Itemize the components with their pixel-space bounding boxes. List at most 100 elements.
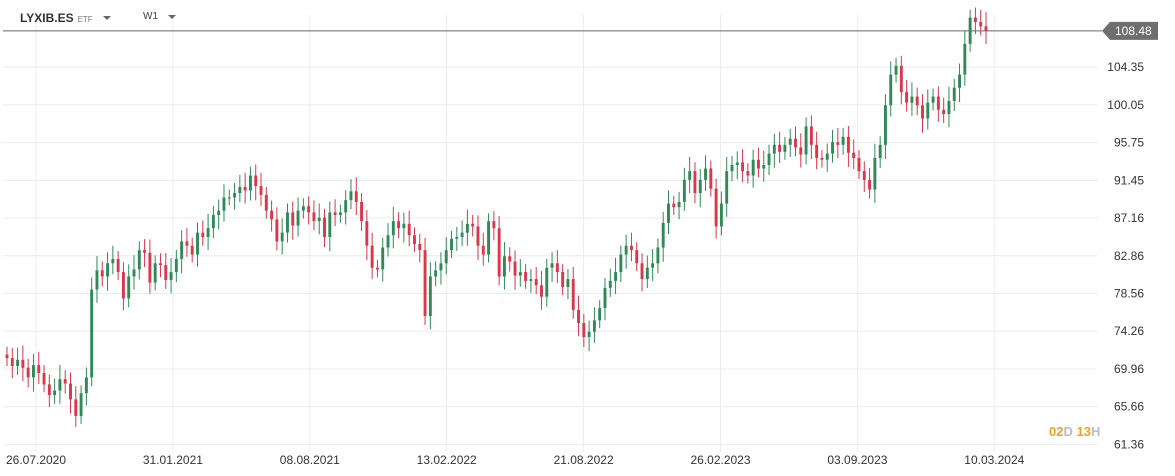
candle	[582, 314, 586, 348]
candle	[730, 156, 734, 182]
candle	[905, 80, 909, 112]
candle	[465, 209, 469, 246]
candle	[529, 269, 533, 293]
candle	[910, 82, 914, 116]
candle-body	[365, 221, 369, 246]
candle-body	[286, 212, 289, 233]
candle	[317, 203, 321, 235]
candle	[238, 174, 242, 203]
candle	[788, 128, 792, 157]
candle	[629, 232, 633, 262]
candle-body	[323, 217, 326, 237]
candle-body	[841, 136, 845, 145]
candle	[153, 255, 157, 291]
candle	[899, 55, 903, 105]
x-tick-label: 26.02.2023	[690, 453, 750, 467]
candle-body	[95, 270, 99, 290]
candle	[264, 186, 268, 219]
candle-body	[47, 384, 51, 395]
candle	[143, 239, 147, 267]
timeframe-selector[interactable]: W1	[143, 11, 176, 22]
candle-body	[301, 206, 305, 211]
candle-body	[846, 136, 850, 153]
candle	[413, 227, 416, 252]
candle-body	[862, 171, 866, 180]
candle-body	[502, 256, 506, 277]
candle-body	[227, 197, 231, 199]
candle-body	[524, 272, 528, 281]
candle	[58, 364, 62, 404]
candle-body	[968, 17, 972, 44]
candle	[450, 230, 453, 259]
candle	[936, 86, 940, 122]
candle-body	[656, 247, 660, 264]
candle	[852, 139, 856, 170]
candle	[476, 215, 480, 260]
candle-body	[730, 165, 734, 172]
candle-body	[619, 254, 623, 273]
candle-body	[767, 153, 771, 166]
candle	[492, 211, 496, 241]
candle	[354, 177, 358, 216]
candle-body	[397, 221, 401, 229]
candle	[227, 189, 231, 206]
candle	[386, 223, 390, 257]
candle-body	[196, 232, 199, 255]
candle	[878, 135, 882, 168]
candle	[682, 167, 686, 211]
candle-body	[857, 157, 861, 172]
candle-body	[672, 203, 676, 208]
y-axis: 104.35 100.05 95.75 91.45 87.16 82.86 78.56 74.…	[1107, 60, 1144, 451]
candle	[74, 386, 78, 428]
y-tick-label: 65.66	[1114, 400, 1144, 414]
candle	[566, 269, 570, 300]
candle-body	[661, 222, 665, 248]
candle	[481, 232, 485, 266]
candle-body	[746, 171, 750, 176]
candle	[661, 211, 665, 262]
candle	[693, 162, 697, 204]
candle-body	[391, 221, 395, 236]
candle	[47, 374, 51, 408]
candle-body	[709, 168, 713, 189]
candle	[741, 149, 745, 183]
candle-body	[550, 263, 554, 268]
y-tick-label: 69.96	[1114, 362, 1144, 376]
candle	[69, 372, 72, 414]
candle	[592, 307, 596, 343]
candle	[434, 261, 438, 287]
candle	[984, 12, 988, 45]
timeframe-label: W1	[143, 11, 158, 22]
symbol-selector[interactable]: LYXIB.ES ETF	[20, 11, 111, 25]
candle-body	[804, 126, 808, 155]
candle	[79, 385, 83, 424]
candle-body	[413, 235, 416, 244]
candle	[407, 210, 411, 247]
candle-body	[931, 96, 935, 103]
candle-body	[693, 171, 697, 194]
candle-body	[460, 232, 464, 237]
candle-body	[275, 219, 279, 242]
candle	[756, 147, 760, 178]
candle-body	[180, 241, 184, 259]
candle-body	[783, 144, 787, 152]
candle-body	[947, 100, 951, 115]
candle-body	[958, 74, 961, 88]
candle	[275, 207, 279, 251]
candle-body	[751, 159, 755, 176]
candle-body	[688, 171, 692, 180]
candle	[947, 86, 951, 128]
candle-body	[143, 250, 147, 253]
candle-body	[354, 191, 358, 202]
candle-body	[629, 245, 633, 251]
x-tick-label: 26.07.2020	[6, 453, 66, 467]
candle	[418, 233, 422, 263]
candle-body	[280, 232, 284, 242]
candle	[794, 126, 797, 157]
candle-body	[624, 245, 628, 255]
candle-body	[513, 261, 517, 276]
candle	[180, 230, 184, 274]
candle	[21, 345, 25, 381]
candle-body	[291, 212, 295, 226]
candle-body	[889, 74, 893, 106]
